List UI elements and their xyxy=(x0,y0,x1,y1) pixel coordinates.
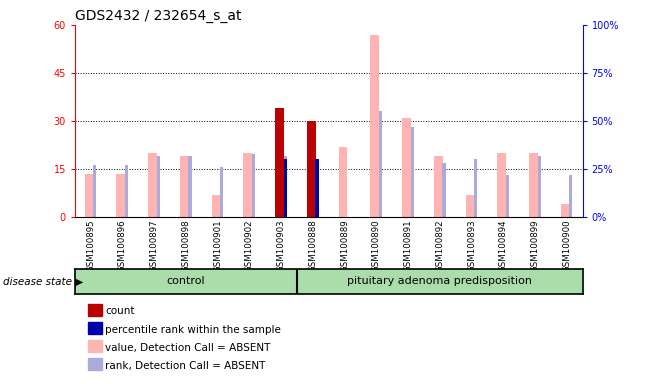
Bar xyxy=(252,154,255,217)
Text: GSM100903: GSM100903 xyxy=(277,220,286,272)
Text: GSM100898: GSM100898 xyxy=(182,220,191,272)
Text: GSM100892: GSM100892 xyxy=(436,220,445,272)
Bar xyxy=(497,153,506,217)
Bar xyxy=(88,340,102,352)
Bar xyxy=(284,156,287,217)
Bar xyxy=(434,156,443,217)
Text: GSM100894: GSM100894 xyxy=(499,220,508,272)
Bar xyxy=(220,167,223,217)
Text: GSM100900: GSM100900 xyxy=(562,220,572,272)
Bar xyxy=(148,153,157,217)
Bar xyxy=(307,121,316,217)
Bar xyxy=(411,127,414,217)
Bar xyxy=(88,358,102,370)
Bar xyxy=(506,175,509,217)
Text: GDS2432 / 232654_s_at: GDS2432 / 232654_s_at xyxy=(75,8,242,23)
Bar xyxy=(212,195,221,217)
Bar xyxy=(117,174,126,217)
Bar xyxy=(443,163,445,217)
Text: value, Detection Call = ABSENT: value, Detection Call = ABSENT xyxy=(105,343,271,353)
Bar xyxy=(561,204,570,217)
Text: GSM100889: GSM100889 xyxy=(340,220,349,272)
Bar xyxy=(88,304,102,316)
Text: GSM100895: GSM100895 xyxy=(86,220,95,272)
Text: GSM100902: GSM100902 xyxy=(245,220,254,272)
Bar xyxy=(570,175,572,217)
Text: rank, Detection Call = ABSENT: rank, Detection Call = ABSENT xyxy=(105,361,266,371)
Text: pituitary adenoma predisposition: pituitary adenoma predisposition xyxy=(348,276,533,286)
Text: GSM100891: GSM100891 xyxy=(404,220,413,272)
Text: control: control xyxy=(167,276,205,286)
Bar xyxy=(243,153,253,217)
Bar xyxy=(307,153,316,217)
Bar xyxy=(275,110,284,217)
Bar xyxy=(465,195,475,217)
Text: GSM100901: GSM100901 xyxy=(213,220,222,272)
Bar xyxy=(370,35,380,217)
Bar xyxy=(529,153,538,217)
Text: disease state ▶: disease state ▶ xyxy=(3,276,83,286)
Bar xyxy=(316,159,318,217)
Text: GSM100893: GSM100893 xyxy=(467,220,476,272)
Bar xyxy=(88,322,102,334)
Bar xyxy=(402,118,411,217)
Bar xyxy=(125,165,128,217)
Text: GSM100888: GSM100888 xyxy=(309,220,318,272)
Bar xyxy=(93,165,96,217)
Text: count: count xyxy=(105,306,135,316)
Text: percentile rank within the sample: percentile rank within the sample xyxy=(105,324,281,334)
Text: GSM100897: GSM100897 xyxy=(150,220,159,272)
Bar xyxy=(474,159,477,217)
Bar xyxy=(339,147,348,217)
Bar xyxy=(275,108,284,217)
Bar xyxy=(85,174,94,217)
Bar xyxy=(180,156,189,217)
Bar xyxy=(538,156,541,217)
Bar xyxy=(379,111,382,217)
Bar xyxy=(284,159,287,217)
Text: GSM100890: GSM100890 xyxy=(372,220,381,272)
Text: GSM100896: GSM100896 xyxy=(118,220,127,272)
Bar xyxy=(189,156,191,217)
Text: GSM100899: GSM100899 xyxy=(531,220,540,272)
Bar xyxy=(157,156,160,217)
